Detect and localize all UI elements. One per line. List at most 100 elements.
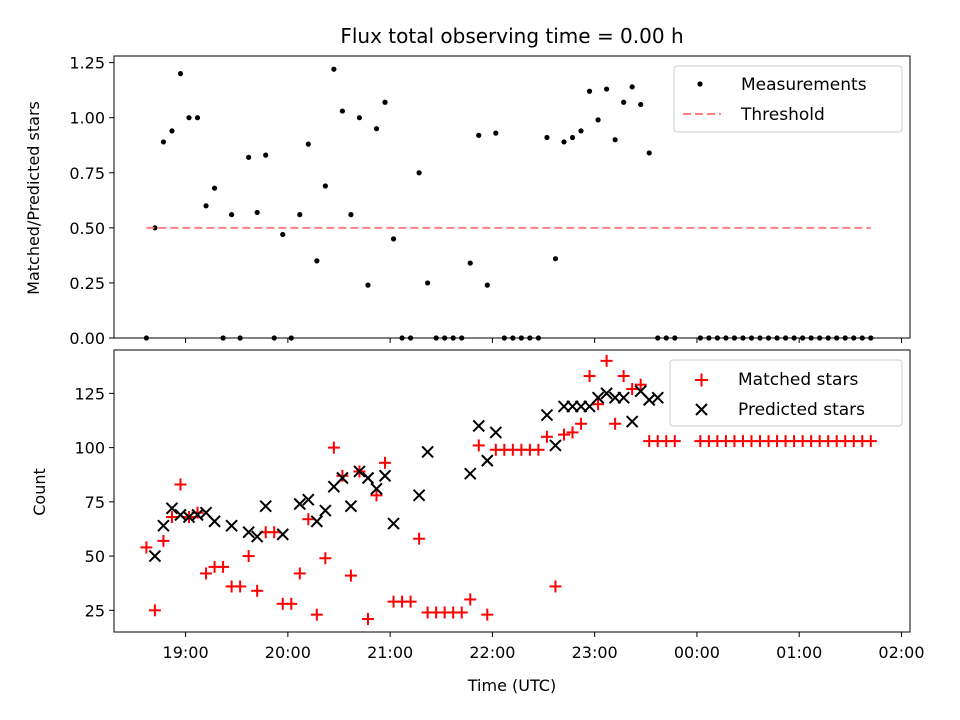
measurement-point	[382, 99, 388, 105]
y-tick-label: 25	[85, 601, 105, 620]
matched-star-point	[532, 443, 545, 456]
matched-star-point	[540, 430, 553, 443]
predicted-star-point	[600, 387, 613, 400]
measurement-point	[246, 154, 252, 160]
predicted-star-point	[387, 517, 400, 530]
x-tick-label: 21:00	[367, 643, 413, 662]
predicted-star-point	[148, 549, 162, 563]
measurement-point	[229, 212, 235, 218]
matched-star-point	[242, 550, 255, 563]
y-tick-label: 1.25	[69, 54, 105, 73]
y-tick-label: 75	[85, 493, 105, 512]
measurement-point	[646, 150, 652, 156]
measurement-point	[339, 108, 346, 114]
x-tick-label: 01:00	[776, 643, 822, 662]
legend-predicted-marker	[695, 403, 708, 416]
measurement-point	[348, 212, 354, 218]
measurement-point	[416, 170, 422, 176]
measurement-point	[373, 126, 380, 132]
predicted-star-point	[319, 504, 332, 517]
measurement-point	[254, 209, 260, 216]
legend-measurements-marker	[697, 81, 703, 87]
matched-star-point	[600, 354, 613, 367]
predicted-star-point	[344, 499, 358, 513]
matched-star-point	[268, 526, 281, 539]
measurement-point	[561, 139, 567, 145]
x-tick-label: 19:00	[163, 643, 209, 662]
predicted-star-point	[540, 408, 554, 422]
predicted-star-point	[225, 519, 238, 532]
matched-star-point	[302, 513, 315, 526]
matched-star-point	[668, 435, 681, 448]
matched-star-point	[327, 441, 340, 454]
matched-star-point	[234, 580, 247, 593]
matched-star-point	[293, 567, 306, 580]
flux-ratio-ylabel: Matched/Predicted stars	[24, 101, 43, 295]
predicted-star-point	[421, 445, 434, 459]
x-tick-label: 00:00	[674, 643, 720, 662]
matched-star-point	[251, 584, 264, 597]
matched-star-point	[549, 580, 562, 593]
measurement-point	[297, 212, 303, 218]
predicted-star-point	[361, 471, 375, 485]
matched-star-point	[200, 567, 213, 580]
measurement-point	[322, 183, 328, 189]
predicted-star-point	[242, 526, 255, 539]
measurement-point	[586, 88, 593, 94]
measurement-point	[314, 258, 320, 264]
measurement-point	[484, 282, 490, 288]
y-tick-label: 0.00	[69, 329, 105, 348]
matched-star-point	[413, 532, 426, 545]
predicted-star-point	[472, 419, 485, 433]
matched-star-point	[557, 428, 570, 441]
x-tick-label: 02:00	[878, 643, 924, 662]
measurement-point	[493, 130, 499, 136]
matched-star-point	[285, 597, 298, 610]
predicted-star-point	[625, 415, 639, 428]
predicted-star-point	[370, 482, 383, 496]
y-tick-label: 50	[85, 547, 105, 566]
predicted-star-point	[489, 426, 503, 439]
predicted-star-point	[549, 439, 562, 452]
matched-star-point	[566, 426, 579, 439]
matched-star-point	[165, 511, 178, 524]
y-tick-label: 100	[74, 439, 105, 458]
measurement-point	[390, 236, 397, 242]
measurement-point	[356, 115, 363, 121]
legend-predicted-label: Predicted stars	[738, 400, 865, 420]
matched-star-point	[455, 606, 468, 619]
predicted-star-point	[378, 469, 392, 483]
matched-star-point	[217, 560, 230, 573]
matched-star-point	[344, 569, 357, 582]
predicted-star-point	[412, 489, 426, 502]
y-tick-label: 0.75	[69, 164, 105, 183]
matched-star-point	[157, 534, 170, 547]
star-count-panel: Count Time (UTC) 25 50 75 100 125 19:00 20:00 2…	[30, 349, 925, 695]
measurement-point	[425, 280, 431, 286]
predicted-star-point	[617, 391, 630, 404]
predicted-star-point	[165, 502, 179, 515]
measurement-point	[638, 101, 644, 108]
predicted-star-point	[310, 515, 324, 528]
measurement-point	[595, 117, 601, 123]
measurement-point	[194, 115, 201, 121]
matched-star-point	[481, 608, 494, 621]
matched-star-point	[634, 378, 647, 391]
star-count-xlabel: Time (UTC)	[467, 676, 556, 695]
predicted-star-point	[293, 497, 306, 511]
matched-star-point	[319, 552, 332, 565]
y-tick-label: 0.25	[69, 274, 105, 293]
predicted-star-point	[157, 519, 170, 532]
flux-ratio-legend: Measurements Threshold	[673, 65, 903, 133]
measurement-point	[280, 231, 286, 238]
x-tick-label: 23:00	[572, 643, 618, 662]
measurement-point	[263, 152, 269, 158]
measurement-point	[603, 86, 610, 92]
matched-star-point	[336, 469, 349, 482]
measurement-point	[186, 115, 192, 121]
legend-measurements-label: Measurements	[741, 75, 867, 95]
matched-star-point	[583, 370, 596, 383]
measurement-point	[629, 84, 635, 90]
measurement-point	[169, 128, 175, 134]
